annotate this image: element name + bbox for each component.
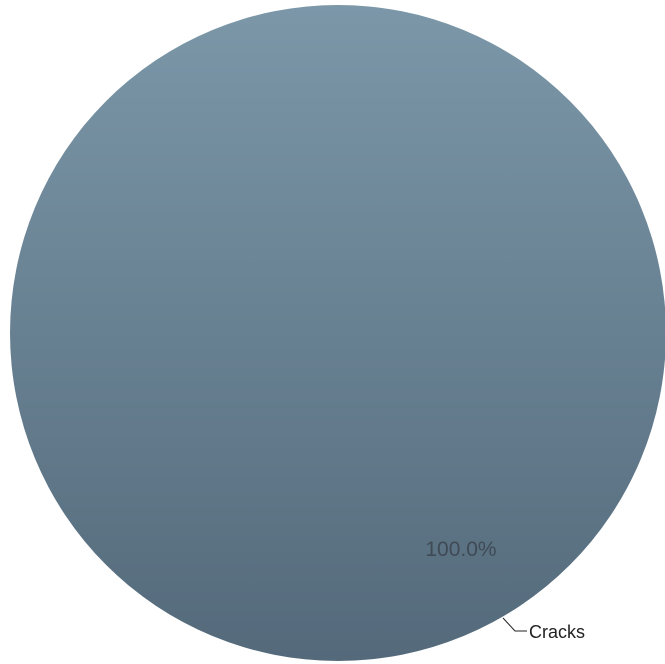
leader-line [502, 617, 527, 632]
pie-slice-cracks[interactable] [10, 5, 665, 661]
category-label: Cracks [529, 622, 585, 642]
pie-slices [10, 5, 665, 661]
pie-data-label: 100.0% [425, 538, 496, 561]
pie-labels: 100.0% Cracks [425, 538, 585, 642]
